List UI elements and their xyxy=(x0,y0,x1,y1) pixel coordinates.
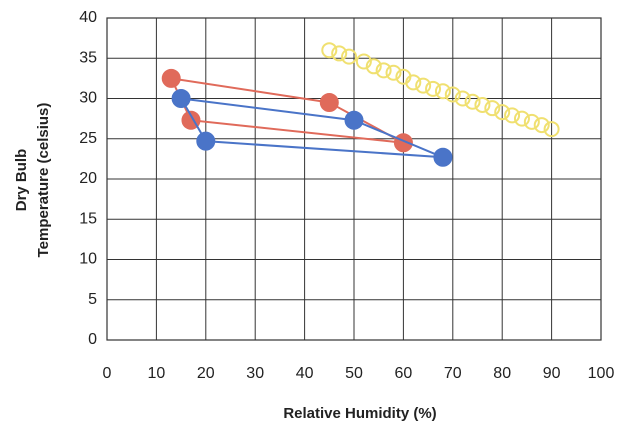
data-point xyxy=(433,147,453,167)
data-point xyxy=(415,77,432,94)
x-tick-label: 20 xyxy=(197,365,215,382)
x-tick-label: 40 xyxy=(296,365,314,382)
x-tick-label: 0 xyxy=(103,365,112,382)
data-point xyxy=(365,58,382,75)
y-tick-label: 0 xyxy=(88,331,97,348)
y-tick-label: 5 xyxy=(88,291,97,308)
data-point xyxy=(425,80,442,97)
x-tick-label: 30 xyxy=(246,365,264,382)
y-axis-title: Dry Bulb Temperature (celsius) xyxy=(13,103,52,258)
data-point xyxy=(494,104,511,121)
data-point xyxy=(321,42,338,59)
x-tick-label: 60 xyxy=(395,365,413,382)
data-point xyxy=(385,64,402,81)
data-point xyxy=(484,100,501,117)
data-point xyxy=(331,45,348,62)
data-point xyxy=(161,68,181,88)
data-point xyxy=(434,83,451,100)
data-point xyxy=(171,89,191,108)
data-point xyxy=(523,113,540,130)
y-tick-label: 20 xyxy=(79,170,97,187)
y-tick-label: 40 xyxy=(79,9,97,26)
x-tick-label: 90 xyxy=(543,365,561,382)
y-axis-title-line: Dry Bulb xyxy=(13,149,30,212)
data-point xyxy=(444,86,461,103)
y-tick-label: 10 xyxy=(79,251,97,268)
data-point xyxy=(533,117,550,134)
data-point xyxy=(454,90,471,107)
data-point xyxy=(355,53,372,70)
data-point xyxy=(474,96,491,113)
data-point xyxy=(405,74,422,91)
y-tick-label: 25 xyxy=(79,130,97,147)
data-point xyxy=(464,93,481,110)
y-tick-label: 15 xyxy=(79,210,97,227)
data-point xyxy=(513,110,530,127)
y-axis-title-line: Temperature (celsius) xyxy=(35,103,52,258)
x-tick-label: 100 xyxy=(588,365,615,382)
data-point xyxy=(319,93,339,113)
x-tick-label: 10 xyxy=(148,365,166,382)
x-tick-label: 70 xyxy=(444,365,462,382)
data-point xyxy=(543,121,560,138)
x-tick-label: 80 xyxy=(493,365,511,382)
data-point xyxy=(344,110,364,130)
x-axis-title: Relative Humidity (%) xyxy=(283,405,436,422)
data-point xyxy=(375,62,392,79)
data-point xyxy=(504,107,521,124)
data-point xyxy=(341,48,358,65)
y-tick-label: 35 xyxy=(79,49,97,66)
data-point xyxy=(196,131,216,151)
y-tick-label: 30 xyxy=(79,90,97,107)
x-tick-label: 50 xyxy=(345,365,363,382)
